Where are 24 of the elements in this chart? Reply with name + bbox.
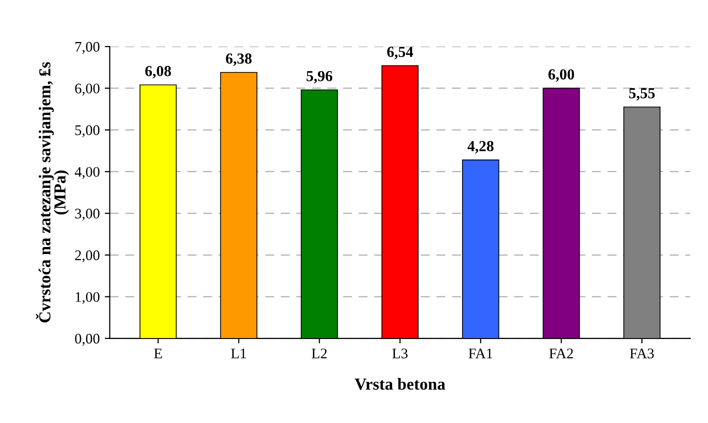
y-tick-label: 0,00	[75, 334, 100, 346]
y-tick-label: 1,00	[76, 292, 100, 304]
x-tick-label: L2	[312, 348, 327, 358]
y-tick-label: 2,00	[75, 250, 100, 262]
x-tick-label: L1	[231, 348, 246, 358]
data-label: 5,96	[306, 70, 332, 84]
x-tick-label: FA1	[468, 348, 492, 358]
x-tick-label: L3	[392, 348, 408, 358]
data-label: 6,08	[145, 66, 171, 78]
y-tick-label: 3,00	[75, 208, 100, 221]
x-tick-label: E	[154, 348, 162, 358]
y-tick-label: 4,00	[74, 166, 100, 179]
data-label: 6,38	[226, 53, 252, 66]
y-axis-title: Čvrstoća na zatezanje savijanjem, ₤s (MPa)	[36, 62, 69, 322]
y-tick-label: 5,00	[75, 125, 100, 138]
data-label: 6,54	[387, 46, 414, 60]
data-label: 4,28	[467, 140, 494, 154]
data-label: 6,00	[548, 69, 574, 82]
data-label: 5,55	[629, 88, 655, 101]
x-axis-title: Vrsta betona	[354, 378, 446, 390]
x-tick-label: FA3	[630, 348, 654, 358]
y-tick-label: 7,00	[75, 42, 100, 54]
y-tick-label: 6,00	[75, 84, 100, 96]
x-tick-label: FA2	[549, 348, 573, 358]
